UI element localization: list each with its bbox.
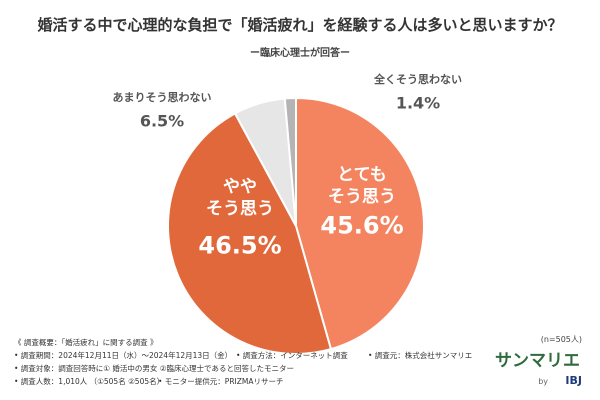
footer-item: • 調査元：株式会社サンマリエ xyxy=(368,351,473,360)
footer-item: • 調査期間：2024年12月11日（水）～2024年12月13日（金） xyxy=(14,351,233,360)
chart-title: 婚活する中で心理的な負担で「婚活疲れ」を経験する人は多いと思いますか？ xyxy=(37,16,563,34)
slice-label: 全くそう思わない xyxy=(374,72,462,86)
footer-item: • 調査方法：インターネット調査 xyxy=(236,351,348,360)
footer-item: • 調査人数：1,010人 （①505名 ②505名） xyxy=(14,377,165,386)
value-label: 1.4% xyxy=(395,93,441,113)
sample-note: (n=505人) xyxy=(540,335,582,344)
value-label: 46.5% xyxy=(198,231,282,260)
brand-parent: IBJ xyxy=(565,374,582,387)
footer-item: • 調査対象：調査回答時に① 婚活中の男女 ②臨床心理士であると回答したモニター xyxy=(14,364,294,373)
pie-slice xyxy=(295,96,425,351)
brand-by: by xyxy=(538,377,548,386)
value-label: 45.6% xyxy=(320,211,404,240)
footer-heading: 《 調査概要：「婚活疲れ」に関する調査 》 xyxy=(14,338,158,347)
pie-slice xyxy=(283,96,297,227)
brand-logo: サンマリエ xyxy=(495,351,580,371)
value-label: 6.5% xyxy=(139,111,185,131)
footer-item: • モニター提供元：PRIZMAリサーチ xyxy=(158,377,284,386)
slice-label: やや そう思う xyxy=(206,176,274,219)
slice-label: あまりそう思わない xyxy=(112,90,212,104)
slice-label: とても そう思う xyxy=(328,164,396,207)
chart-subtitle: ー臨床心理士が回答ー xyxy=(250,48,350,59)
pie-slice xyxy=(167,112,333,355)
